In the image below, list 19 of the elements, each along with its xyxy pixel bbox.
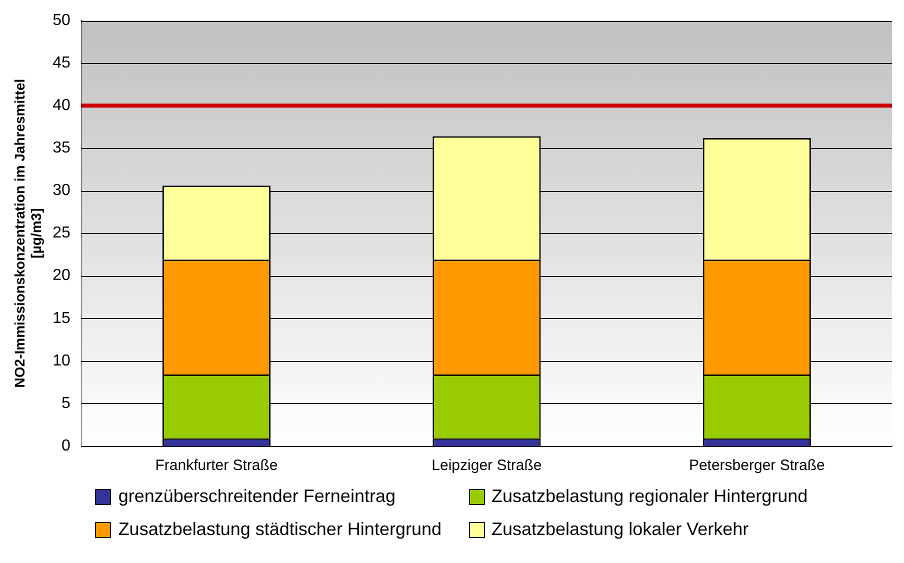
y-tick-label: 40 bbox=[52, 97, 70, 114]
x-tick-label: Petersberger Straße bbox=[688, 457, 825, 474]
y-axis-title: NO2-Immissionskonzentration im Jahresmittel [µg/m3] bbox=[11, 78, 44, 388]
y-tick-label: 0 bbox=[61, 437, 70, 454]
y-tick-label: 10 bbox=[52, 352, 70, 370]
legend-label: Zusatzbelastung regionaler Hintergrund bbox=[492, 486, 808, 507]
y-tick-label: 25 bbox=[52, 224, 70, 242]
legend-label: grenzüberschreitender Ferneintrag bbox=[118, 486, 396, 507]
legend-label: Zusatzbelastung städtischer Hintergrund bbox=[118, 519, 442, 540]
y-tick-label: 15 bbox=[52, 310, 70, 327]
y-tick-label: 35 bbox=[52, 140, 70, 157]
x-tick-label: Frankfurter Straße bbox=[155, 457, 278, 474]
y-tick-label: 45 bbox=[52, 54, 70, 72]
y-tick-label: 50 bbox=[52, 12, 70, 30]
y-tick-label: 30 bbox=[52, 182, 70, 200]
x-tick-label: Leipziger Straße bbox=[432, 457, 542, 474]
legend-label: Zusatzbelastung lokaler Verkehr bbox=[492, 519, 749, 540]
y-tick-label: 20 bbox=[52, 267, 70, 284]
y-tick-label: 5 bbox=[61, 394, 70, 412]
